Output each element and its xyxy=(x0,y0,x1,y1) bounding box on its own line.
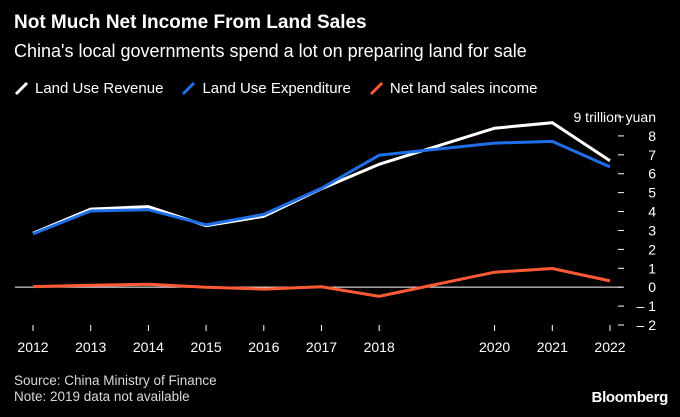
y-tick-label: 1 xyxy=(648,260,656,276)
legend-item-net-income: Net land sales income xyxy=(369,80,538,97)
legend-item-expenditure: Land Use Expenditure xyxy=(181,80,351,97)
legend: Land Use Revenue Land Use Expenditure Ne… xyxy=(14,80,555,97)
legend-swatch-revenue xyxy=(14,81,29,96)
x-tick-label: 2022 xyxy=(594,339,625,355)
y-tick-label: 3 xyxy=(648,222,656,238)
series-layer xyxy=(32,121,611,298)
chart-title: Not Much Net Income From Land Sales xyxy=(14,12,367,33)
x-tick-label: 2015 xyxy=(191,339,222,355)
legend-item-revenue: Land Use Revenue xyxy=(14,80,163,97)
y-tick-label: 5 xyxy=(648,185,656,201)
y-tick-label: 0 xyxy=(648,279,656,295)
x-tick-label: 2021 xyxy=(537,339,568,355)
y-tick-label: 6 xyxy=(648,166,656,182)
series-line-0 xyxy=(32,121,611,235)
legend-label-expenditure: Land Use Expenditure xyxy=(202,80,351,97)
y-tick-label: – 2 xyxy=(637,317,657,333)
y-tick-label: 4 xyxy=(648,204,656,220)
y-tick-label: 8 xyxy=(648,128,656,144)
footer: Source: China Ministry of Finance Note: … xyxy=(14,373,217,405)
x-tick-label: 2017 xyxy=(306,339,337,355)
y-tick-label: – 1 xyxy=(637,298,657,314)
y-tick-label: 2 xyxy=(648,241,656,257)
series-line-1 xyxy=(32,139,611,236)
y-tick-label: 7 xyxy=(648,147,656,163)
x-tick-label: 2018 xyxy=(364,339,395,355)
legend-label-net-income: Net land sales income xyxy=(389,80,538,97)
x-tick-label: 2014 xyxy=(133,339,164,355)
chart-subtitle: China's local governments spend a lot on… xyxy=(14,41,527,61)
legend-label-revenue: Land Use Revenue xyxy=(35,80,164,97)
x-tick-label: 2013 xyxy=(75,339,106,355)
bloomberg-logo: Bloomberg xyxy=(591,389,669,406)
x-tick-label: 2016 xyxy=(248,339,279,355)
data-note: Note: 2019 data not available xyxy=(14,389,190,404)
legend-swatch-net-income xyxy=(369,81,383,96)
x-tick-label: 2020 xyxy=(479,339,510,355)
source-note: Source: China Ministry of Finance xyxy=(14,373,217,388)
y-axis-unit-label: 9 trillion yuan xyxy=(574,109,657,125)
x-tick-label: 2012 xyxy=(17,339,48,355)
series-line-2 xyxy=(32,266,611,298)
legend-swatch-expenditure xyxy=(182,81,196,96)
axis-layer: – 2 – 1 0 1 2 3 4 5 6 7 8 9 trillion yuan 2012 2013 20… xyxy=(15,109,656,355)
